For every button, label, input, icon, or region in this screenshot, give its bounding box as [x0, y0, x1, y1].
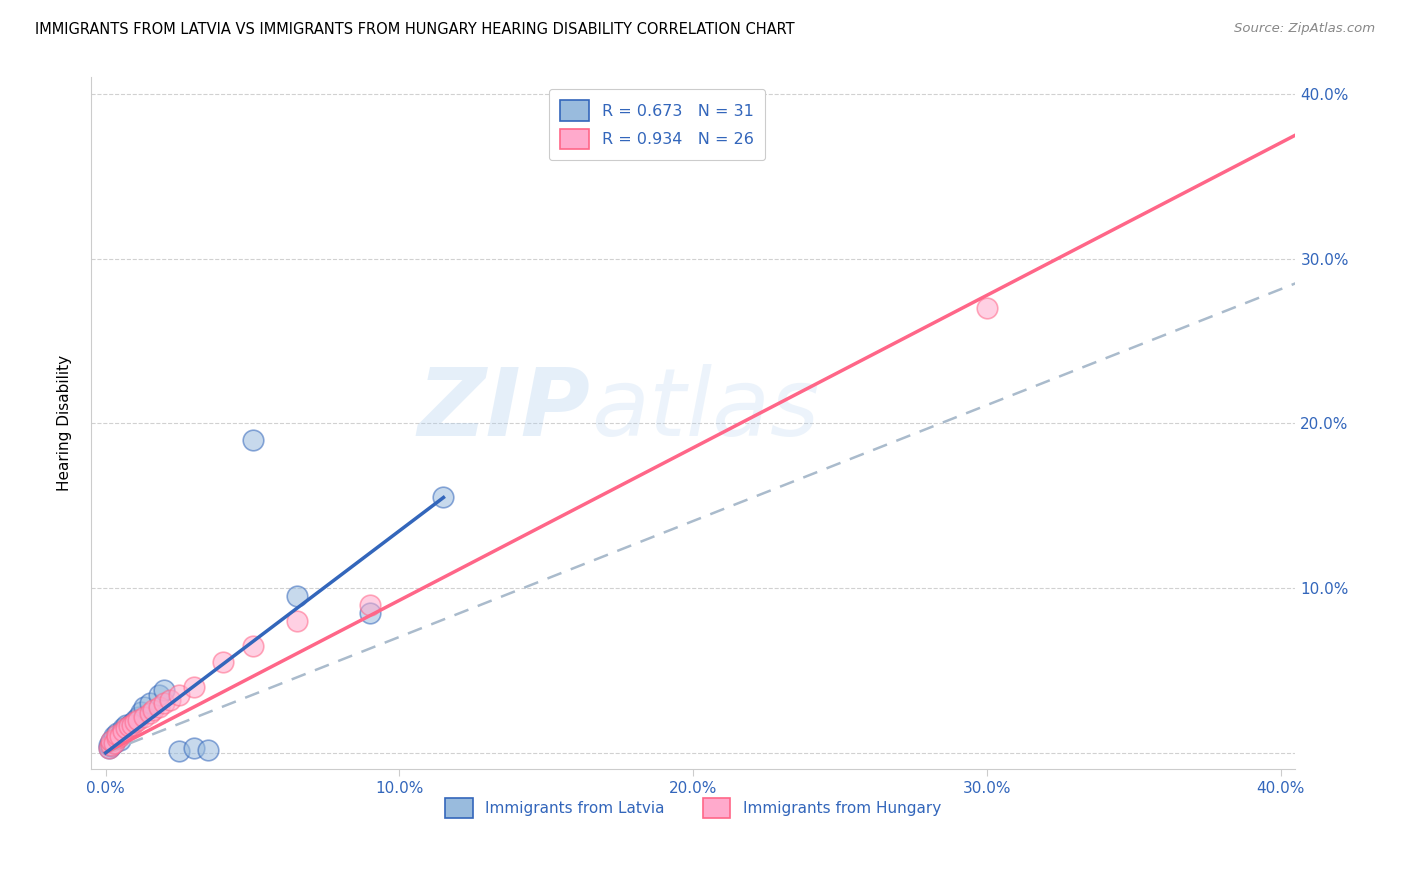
- Point: [105, 731, 128, 745]
- Point: [103, 736, 125, 750]
- Point: [105, 731, 128, 745]
- Point: [103, 730, 125, 744]
- Point: [167, 688, 190, 702]
- Point: [103, 736, 125, 750]
- Text: Source: ZipAtlas.com: Source: ZipAtlas.com: [1234, 22, 1375, 36]
- Point: [148, 699, 170, 714]
- Point: [432, 491, 454, 505]
- Point: [124, 713, 146, 727]
- Point: [124, 714, 146, 729]
- Text: IMMIGRANTS FROM LATVIA VS IMMIGRANTS FROM HUNGARY HEARING DISABILITY CORRELATION: IMMIGRANTS FROM LATVIA VS IMMIGRANTS FRO…: [35, 22, 794, 37]
- Point: [142, 703, 165, 717]
- Point: [112, 724, 135, 739]
- Point: [121, 716, 143, 731]
- Point: [976, 301, 998, 315]
- Point: [110, 732, 132, 747]
- Point: [97, 740, 120, 755]
- Point: [242, 639, 264, 653]
- Point: [148, 688, 170, 702]
- Point: [138, 706, 160, 721]
- Point: [127, 713, 149, 727]
- Point: [115, 721, 138, 735]
- Point: [183, 680, 205, 694]
- Point: [97, 738, 120, 752]
- Point: [118, 719, 141, 733]
- Point: [212, 655, 235, 669]
- Point: [105, 728, 128, 742]
- Point: [359, 606, 381, 620]
- Point: [127, 709, 149, 723]
- Point: [115, 718, 138, 732]
- Point: [132, 699, 155, 714]
- Point: [100, 738, 122, 752]
- Legend: Immigrants from Latvia, Immigrants from Hungary: Immigrants from Latvia, Immigrants from …: [440, 792, 948, 824]
- Text: ZIP: ZIP: [418, 364, 591, 456]
- Point: [100, 734, 122, 748]
- Text: atlas: atlas: [591, 364, 820, 455]
- Point: [100, 739, 122, 754]
- Point: [97, 740, 120, 755]
- Point: [110, 728, 132, 742]
- Point: [103, 732, 125, 747]
- Point: [115, 723, 138, 737]
- Point: [159, 693, 181, 707]
- Point: [197, 742, 219, 756]
- Point: [100, 734, 122, 748]
- Point: [110, 730, 132, 744]
- Y-axis label: Hearing Disability: Hearing Disability: [58, 355, 72, 491]
- Point: [112, 724, 135, 739]
- Point: [129, 705, 152, 719]
- Point: [138, 697, 160, 711]
- Point: [153, 697, 176, 711]
- Point: [285, 614, 308, 628]
- Point: [121, 718, 143, 732]
- Point: [132, 709, 155, 723]
- Point: [183, 740, 205, 755]
- Point: [242, 433, 264, 447]
- Point: [167, 744, 190, 758]
- Point: [285, 590, 308, 604]
- Point: [153, 683, 176, 698]
- Point: [359, 598, 381, 612]
- Point: [112, 721, 135, 735]
- Point: [105, 726, 128, 740]
- Point: [118, 719, 141, 733]
